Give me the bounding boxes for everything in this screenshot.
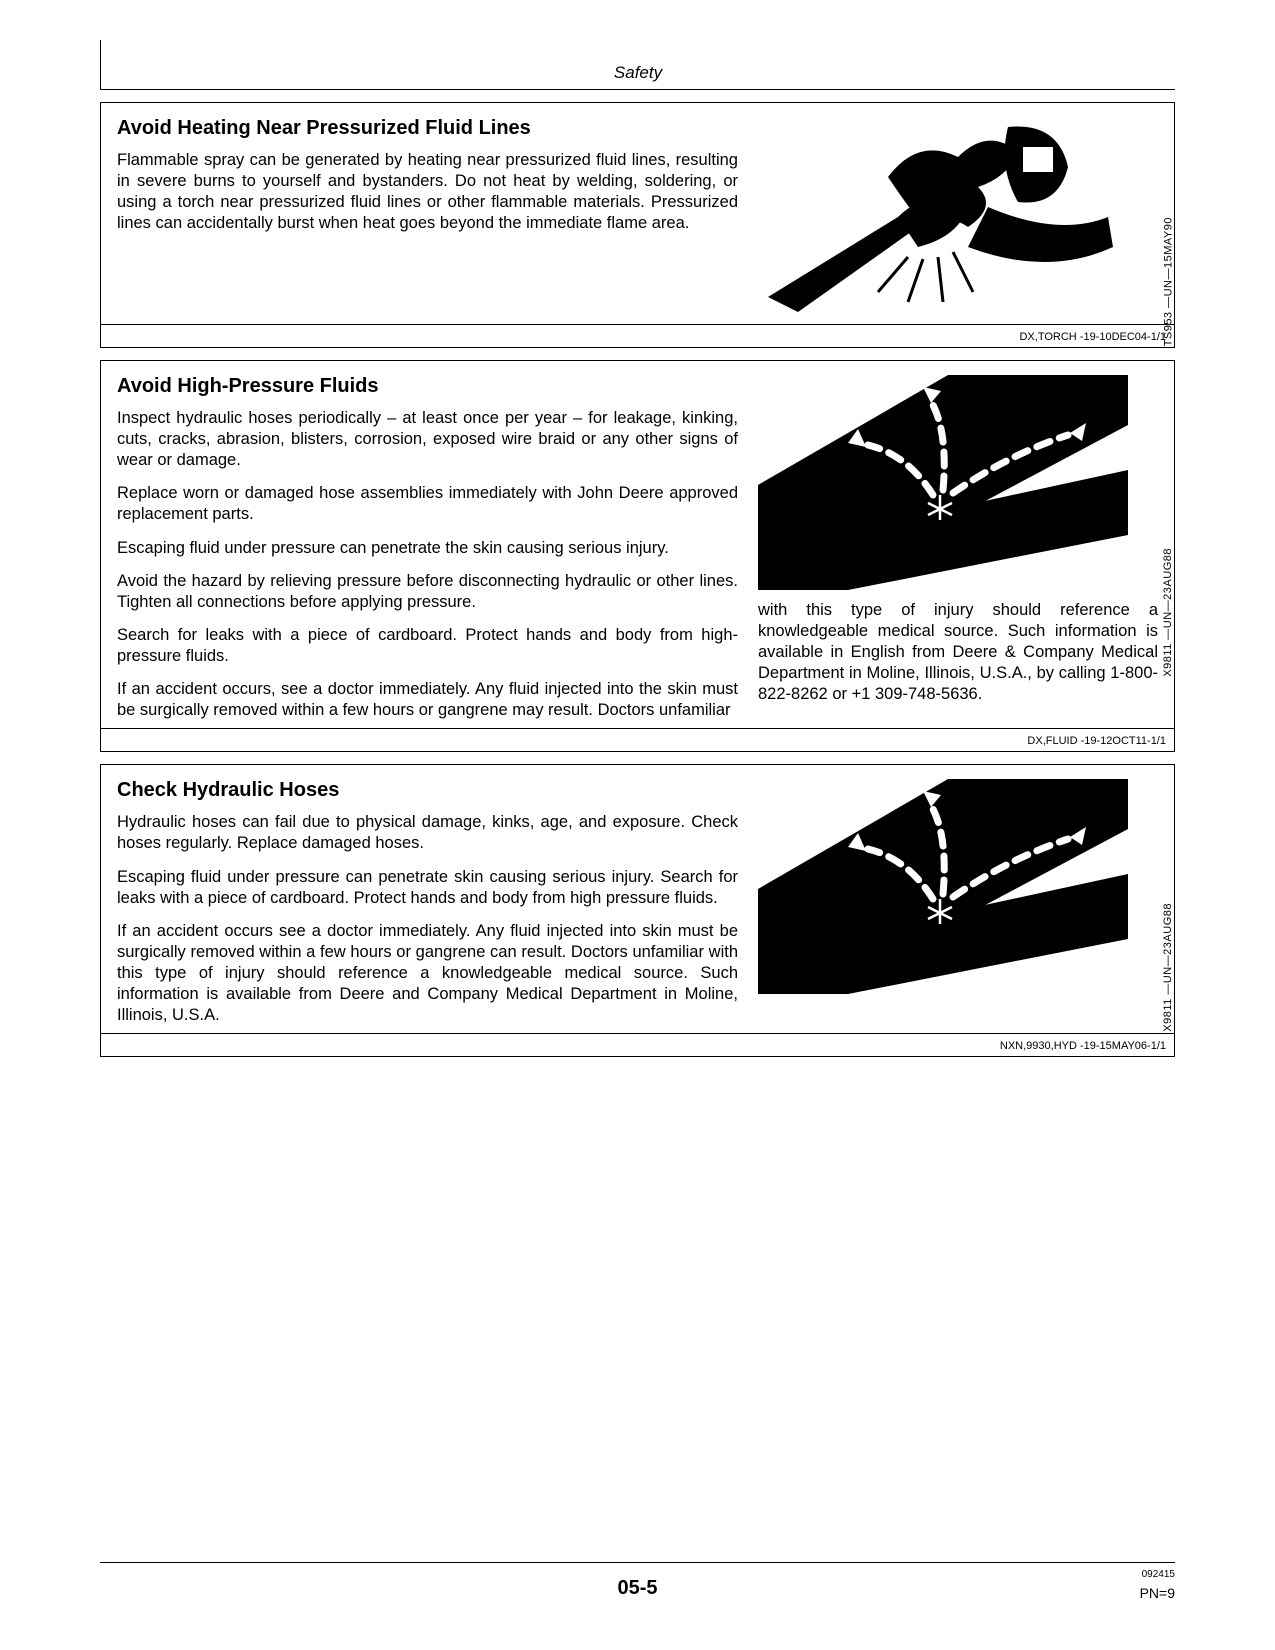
body-text: Avoid the hazard by relieving pressure b… bbox=[117, 571, 738, 613]
safety-illustration-hose bbox=[758, 779, 1128, 994]
body-text: Replace worn or damaged hose assemblies … bbox=[117, 483, 738, 525]
section-divider bbox=[101, 324, 1174, 325]
body-text: Inspect hydraulic hoses periodically – a… bbox=[117, 408, 738, 471]
footer-pn: PN=9 bbox=[1140, 1585, 1175, 1601]
page-header: Safety bbox=[614, 63, 662, 83]
section-ref-code: NXN,9930,HYD -19-15MAY06-1/1 bbox=[1000, 1040, 1166, 1052]
body-text: If an accident occurs see a doctor immed… bbox=[117, 921, 738, 1027]
section-ref-code: DX,FLUID -19-12OCT11-1/1 bbox=[1027, 735, 1166, 747]
page-content: Safety Avoid Heating Near Pressurized Fl… bbox=[100, 40, 1175, 1560]
section-divider bbox=[101, 728, 1174, 729]
section-ref-code: DX,TORCH -19-10DEC04-1/1 bbox=[1019, 331, 1166, 343]
footer-date-code: 092415 bbox=[1142, 1569, 1175, 1580]
image-code-label: TS953 —UN—15MAY90 bbox=[1162, 217, 1174, 346]
section-check-hoses: Check Hydraulic Hoses Hydraulic hoses ca… bbox=[100, 764, 1175, 1057]
section-avoid-heating: Avoid Heating Near Pressurized Fluid Lin… bbox=[100, 102, 1175, 348]
page-number: 05-5 bbox=[617, 1577, 657, 1600]
section-heading: Avoid Heating Near Pressurized Fluid Lin… bbox=[117, 117, 738, 140]
header-rule: Safety bbox=[100, 40, 1175, 90]
section-divider bbox=[101, 1033, 1174, 1034]
section-heading: Check Hydraulic Hoses bbox=[117, 779, 738, 802]
body-text: If an accident occurs, see a doctor imme… bbox=[117, 679, 738, 721]
safety-illustration-fluid bbox=[758, 375, 1128, 590]
section-high-pressure: Avoid High-Pressure Fluids Inspect hydra… bbox=[100, 360, 1175, 752]
body-text: Escaping fluid under pressure can penetr… bbox=[117, 867, 738, 909]
image-code-label: X9811 —UN—23AUG88 bbox=[1162, 903, 1174, 1032]
safety-illustration-torch bbox=[758, 117, 1128, 317]
body-text: Escaping fluid under pressure can penetr… bbox=[117, 538, 738, 559]
body-text: Flammable spray can be generated by heat… bbox=[117, 150, 738, 234]
page-footer: 05-5 092415 PN=9 bbox=[100, 1562, 1175, 1612]
body-text-continued: with this type of injury should referenc… bbox=[758, 600, 1158, 706]
body-text: Search for leaks with a piece of cardboa… bbox=[117, 625, 738, 667]
body-text: Hydraulic hoses can fail due to physical… bbox=[117, 812, 738, 854]
image-code-label: X9811 —UN—23AUG88 bbox=[1162, 548, 1174, 677]
section-heading: Avoid High-Pressure Fluids bbox=[117, 375, 738, 398]
